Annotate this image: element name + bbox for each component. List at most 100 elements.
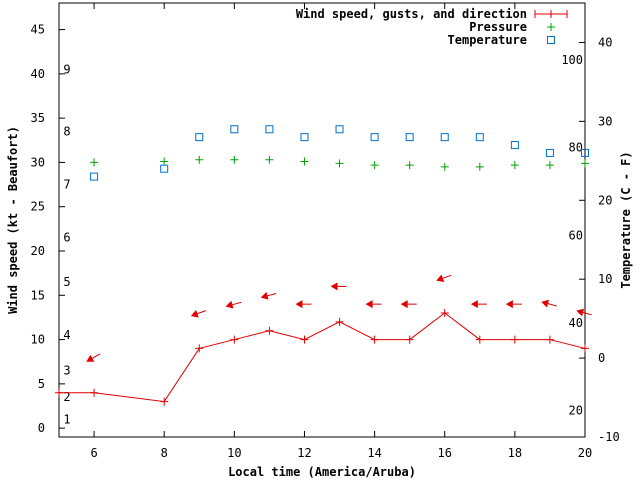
fahrenheit-label: 20 (569, 404, 583, 418)
fahrenheit-label: 60 (569, 228, 583, 242)
fahrenheit-label: 100 (561, 53, 583, 67)
beaufort-label: 8 (63, 124, 70, 138)
x-tick-label: 6 (90, 446, 97, 460)
wind-direction-arrow (225, 300, 242, 309)
wind-speed-point (90, 388, 99, 397)
wind-speed-point (300, 335, 309, 344)
y-left-tick-label: 35 (31, 111, 45, 125)
wind-direction-arrow (190, 309, 207, 318)
wind-speed-point (510, 335, 519, 344)
beaufort-label: 9 (63, 62, 70, 76)
temperature-point (405, 133, 414, 142)
y-right-tick-label: 0 (598, 351, 605, 365)
wind-speed-point (55, 388, 63, 397)
y-left-tick-label: 10 (31, 333, 45, 347)
wind-speed-point (475, 335, 484, 344)
temperature-point (90, 172, 99, 181)
legend-temperature-label: Temperature (448, 33, 527, 47)
temperature-point (265, 125, 274, 134)
wind-speed-point (370, 335, 379, 344)
temperature-point (300, 133, 309, 142)
temperature-point (545, 148, 554, 157)
pressure-point (545, 161, 554, 170)
temperature-point (195, 133, 204, 142)
pressure-point (440, 162, 449, 171)
beaufort-label: 4 (63, 328, 70, 342)
legend-pressure-label: Pressure (469, 20, 527, 34)
beaufort-label: 1 (63, 412, 70, 426)
wind-direction-arrow (295, 300, 312, 309)
temperature-point (230, 125, 239, 134)
temperature-point (581, 148, 589, 157)
beaufort-label: 6 (63, 231, 70, 245)
pressure-point (370, 161, 379, 170)
pressure-point (265, 155, 274, 164)
y-right-axis-label: Temperature (C - F) (619, 151, 633, 288)
y-left-axis-label: Wind speed (kt - Beaufort) (6, 126, 20, 314)
y-left-tick-label: 40 (31, 67, 45, 81)
wind-direction-arrow (330, 282, 347, 291)
y-right-tick-label: 30 (598, 114, 612, 128)
pressure-point (335, 159, 344, 168)
pressure-point (90, 158, 99, 167)
temperature-point (370, 133, 379, 142)
temperature-point (335, 125, 344, 134)
pressure-point (475, 162, 484, 171)
beaufort-label: 5 (63, 275, 70, 289)
y-right-tick-label: -10 (598, 430, 620, 444)
wind-direction-arrow (260, 291, 277, 300)
wind-speed-point (581, 344, 589, 353)
legend-pressure-swatch (547, 23, 555, 31)
y-left-tick-label: 20 (31, 244, 45, 258)
wind-direction-arrow (505, 300, 522, 309)
plot-frame (58, 2, 586, 438)
legend-temperature-swatch (547, 36, 555, 44)
pressure-point (581, 159, 589, 168)
y-left-tick-label: 30 (31, 155, 45, 169)
wind-direction-arrow (436, 274, 452, 283)
pressure-point (405, 161, 414, 170)
beaufort-label: 2 (63, 390, 70, 404)
pressure-point (230, 155, 239, 164)
x-tick-label: 14 (367, 446, 381, 460)
temperature-point (510, 141, 519, 150)
wind-direction-arrow (400, 300, 417, 309)
wind-direction-arrow (576, 308, 592, 317)
x-tick-label: 20 (578, 446, 592, 460)
y-right-tick-label: 20 (598, 193, 612, 207)
legend-wind-swatch (534, 10, 568, 18)
wind-speed-point (440, 309, 449, 317)
y-left-tick-label: 0 (38, 421, 45, 435)
wind-speed-point (195, 344, 204, 353)
x-tick-label: 18 (508, 446, 522, 460)
temperature-point (160, 164, 169, 173)
y-left-tick-label: 5 (38, 377, 45, 391)
wind-direction-arrow (86, 353, 101, 362)
wind-speed-point (265, 326, 274, 335)
y-right-tick-label: 10 (598, 272, 612, 286)
x-axis-label: Local time (America/Aruba) (228, 465, 416, 479)
wind-speed-point (545, 335, 554, 344)
x-tick-label: 12 (297, 446, 311, 460)
wind-speed-point (335, 317, 344, 326)
wind-speed-point (160, 397, 169, 406)
pressure-point (300, 157, 309, 166)
y-left-tick-label: 45 (31, 23, 45, 37)
pressure-point (510, 161, 519, 170)
y-right-tick-label: 40 (598, 35, 612, 49)
beaufort-label: 7 (63, 178, 70, 192)
y-left-tick-label: 25 (31, 200, 45, 214)
beaufort-label: 3 (63, 364, 70, 378)
pressure-point (160, 157, 169, 166)
x-tick-label: 16 (438, 446, 452, 460)
wind-speed-point (405, 335, 414, 344)
wind-speed-point (230, 335, 239, 344)
x-tick-label: 10 (227, 446, 241, 460)
pressure-point (195, 155, 204, 164)
wind-direction-arrow (541, 299, 557, 308)
wind-direction-arrow (470, 300, 487, 309)
temperature-point (440, 133, 449, 142)
legend-wind-label: Wind speed, gusts, and direction (296, 7, 527, 21)
fahrenheit-label: 40 (569, 316, 583, 330)
